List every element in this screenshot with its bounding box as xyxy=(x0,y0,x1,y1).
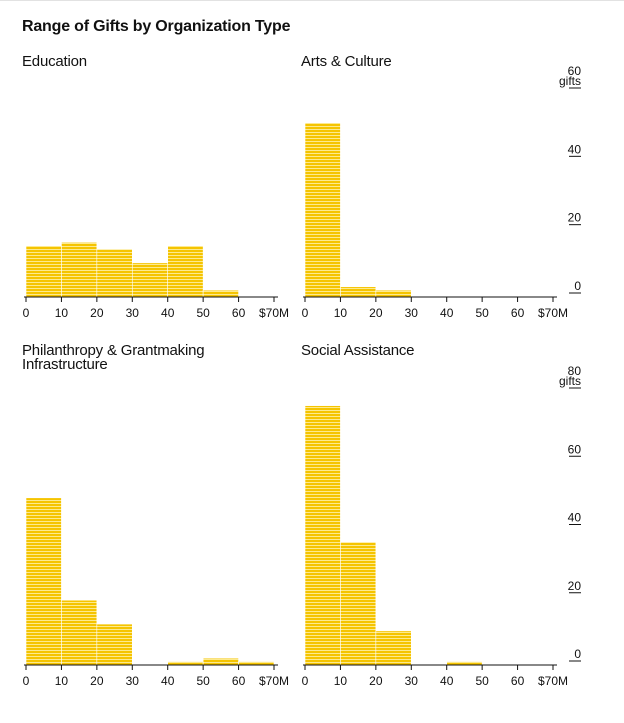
y-tick-label: 40 xyxy=(568,511,582,525)
bar-10-20 xyxy=(340,286,377,298)
x-tick-label: 50 xyxy=(475,306,489,320)
x-tick-label: 20 xyxy=(369,674,383,688)
y-tick-label: 60 xyxy=(568,64,582,78)
panel-title-social-assistance: Social Assistance xyxy=(301,342,415,359)
x-tick-label: 20 xyxy=(369,306,383,320)
panel-title-education: Education xyxy=(22,53,87,70)
x-tick-label: $70M xyxy=(259,674,289,688)
y-tick-label: 60 xyxy=(568,442,582,456)
x-tick-label: 30 xyxy=(405,674,419,688)
top-rule xyxy=(0,0,624,1)
chart-title: Range of Gifts by Organization Type xyxy=(22,18,291,35)
panel-title-line: Philanthropy & Grantmaking xyxy=(22,342,205,359)
y-tick-label: 80 xyxy=(568,364,582,378)
x-tick-label: 10 xyxy=(55,674,69,688)
x-tick-label: 40 xyxy=(161,306,175,320)
bar-50-60 xyxy=(202,657,239,666)
x-tick-label: 10 xyxy=(334,674,348,688)
panel-title-line: Education xyxy=(22,53,87,70)
x-tick-label: $70M xyxy=(538,674,568,688)
bar-0-10 xyxy=(304,405,341,666)
panel-title-line: Social Assistance xyxy=(301,342,415,359)
bar-0-10 xyxy=(304,122,341,298)
y-unit-label: gifts xyxy=(559,374,581,388)
x-tick-label: 60 xyxy=(511,306,525,320)
bar-40-50 xyxy=(167,661,204,666)
x-tick-label: $70M xyxy=(259,306,289,320)
x-tick-label: 0 xyxy=(23,674,30,688)
x-tick-label: 60 xyxy=(232,306,246,320)
y-tick-label: 0 xyxy=(574,647,581,661)
x-tick-label: 40 xyxy=(440,674,454,688)
bar-30-40 xyxy=(131,262,169,298)
y-tick-label: 20 xyxy=(568,211,582,225)
bar-40-50 xyxy=(446,661,483,666)
panel-title-philanthropy: Philanthropy & Grantmaking Infrastructur… xyxy=(22,342,205,373)
panel-title-line: Arts & Culture xyxy=(301,53,392,70)
x-tick-label: 50 xyxy=(196,674,210,688)
x-tick-label: 50 xyxy=(196,306,210,320)
bar-40-50 xyxy=(167,245,204,298)
bar-0-10 xyxy=(25,245,62,298)
bar-50-60 xyxy=(202,289,239,298)
x-tick-label: 40 xyxy=(161,674,175,688)
x-tick-label: $70M xyxy=(538,306,568,320)
x-tick-label: 60 xyxy=(232,674,246,688)
panel-education: 0 10 20 30 40 50 60 $70M xyxy=(23,242,289,320)
bar-20-30 xyxy=(96,623,133,666)
x-tick-label: 40 xyxy=(440,306,454,320)
x-tick-label: 30 xyxy=(126,306,140,320)
y-unit-label: gifts xyxy=(559,74,581,88)
bar-60-70 xyxy=(238,661,275,666)
bar-20-30 xyxy=(375,289,412,298)
x-tick-label: 10 xyxy=(334,306,348,320)
bar-10-20 xyxy=(340,541,377,666)
bar-20-30 xyxy=(96,248,133,298)
x-tick-label: 50 xyxy=(475,674,489,688)
panel-title-arts-culture: Arts & Culture xyxy=(301,53,392,70)
x-tick-label: 60 xyxy=(511,674,525,688)
panel-title-line: Infrastructure xyxy=(22,356,108,373)
bar-20-30 xyxy=(375,630,412,666)
x-tick-label: 0 xyxy=(302,306,309,320)
bar-10-20 xyxy=(61,242,98,298)
bar-10-20 xyxy=(61,599,98,666)
x-tick-label: 30 xyxy=(126,674,140,688)
x-tick-label: 20 xyxy=(90,674,104,688)
y-tick-label: 20 xyxy=(568,579,582,593)
x-tick-label: 0 xyxy=(23,306,30,320)
x-tick-label: 0 xyxy=(302,674,309,688)
x-tick-label: 10 xyxy=(55,306,69,320)
panel-philanthropy-grantmaking-infrastructure: 0 10 20 30 40 50 60 $70M xyxy=(23,497,289,688)
bar-0-10 xyxy=(25,497,62,666)
y-tick-label: 40 xyxy=(568,142,582,156)
x-tick-label: 20 xyxy=(90,306,104,320)
y-tick-label: 0 xyxy=(574,279,581,293)
x-tick-label: 30 xyxy=(405,306,419,320)
